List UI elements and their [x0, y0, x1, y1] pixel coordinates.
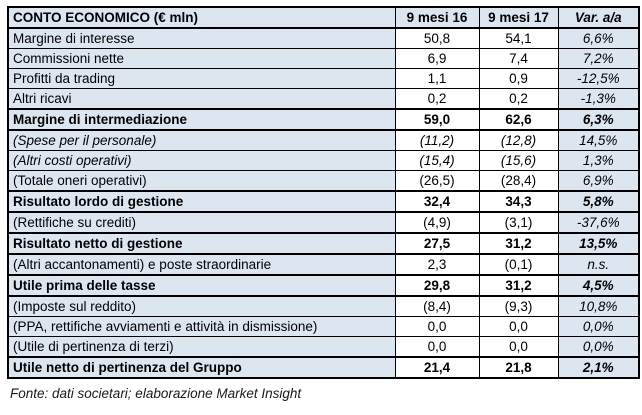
value-var: 6,9% — [557, 170, 640, 192]
table-row: Commissioni nette 6,9 7,4 7,2% — [7, 48, 640, 69]
value-9mesi16: 29,8 — [394, 274, 480, 297]
value-9mesi16: (15,4) — [394, 150, 480, 171]
value-9mesi16: 59,0 — [394, 108, 480, 131]
value-9mesi17: (12,8) — [478, 129, 559, 151]
row-label: (Altri costi operativi) — [7, 150, 396, 171]
value-var: 0,0% — [557, 316, 640, 337]
value-var: 0,0% — [557, 336, 640, 358]
table-row: Profitti da trading 1,1 0,9 -12,5% — [7, 68, 640, 89]
value-var: 13,5% — [557, 232, 640, 255]
value-9mesi17: 31,2 — [478, 232, 559, 255]
value-9mesi16: 21,4 — [394, 356, 480, 379]
table-row: (Utile di pertinenza di terzi) 0,0 0,0 0… — [7, 336, 640, 358]
table-row-subtotal: Margine di intermediazione 59,0 62,6 6,3… — [7, 108, 640, 131]
table-row: (Spese per il personale) (11,2) (12,8) 1… — [7, 129, 640, 151]
table-row: (Altri accantonamenti) e poste straordin… — [7, 253, 640, 276]
table-row: (PPA, rettifiche avviamenti e attività i… — [7, 316, 640, 337]
value-var: 6,6% — [557, 27, 640, 49]
income-statement-table: CONTO ECONOMICO (€ mln) 9 mesi 16 9 mesi… — [7, 6, 640, 379]
value-9mesi16: 1,1 — [394, 68, 480, 89]
value-9mesi17: 21,8 — [478, 356, 559, 379]
value-var: -12,5% — [557, 68, 640, 89]
value-9mesi17: 0,0 — [478, 336, 559, 358]
value-9mesi17: (9,3) — [478, 295, 559, 317]
table-header-row: CONTO ECONOMICO (€ mln) 9 mesi 16 9 mesi… — [7, 6, 640, 29]
value-9mesi17: (28,4) — [478, 170, 559, 192]
value-9mesi16: (26,5) — [394, 170, 480, 192]
value-var: 1,3% — [557, 150, 640, 171]
row-label: (Imposte sul reddito) — [7, 295, 396, 317]
value-9mesi17: 0,9 — [478, 68, 559, 89]
row-label: (Spese per il personale) — [7, 129, 396, 151]
value-var: n.s. — [557, 253, 640, 276]
value-var: -37,6% — [557, 211, 640, 234]
row-label: Margine di interesse — [7, 27, 396, 49]
table-row: (Imposte sul reddito) (8,4) (9,3) 10,8% — [7, 295, 640, 317]
value-9mesi17: (3,1) — [478, 211, 559, 234]
value-9mesi17: (0,1) — [478, 253, 559, 276]
table-row: (Altri costi operativi) (15,4) (15,6) 1,… — [7, 150, 640, 171]
row-label: Risultato lordo di gestione — [7, 190, 396, 213]
table-row-total: Utile netto di pertinenza del Gruppo 21,… — [7, 356, 640, 379]
value-var: 10,8% — [557, 295, 640, 317]
row-label: (Utile di pertinenza di terzi) — [7, 336, 396, 358]
value-9mesi16: (4,9) — [394, 211, 480, 234]
row-label: Risultato netto di gestione — [7, 232, 396, 255]
row-label: (Altri accantonamenti) e poste straordin… — [7, 253, 396, 276]
row-label: (Rettifiche su crediti) — [7, 211, 396, 234]
table-row: Margine di interesse 50,8 54,1 6,6% — [7, 27, 640, 49]
value-9mesi17: 0,2 — [478, 88, 559, 110]
row-label: (PPA, rettifiche avviamenti e attività i… — [7, 316, 396, 337]
row-label: Utile netto di pertinenza del Gruppo — [7, 356, 396, 379]
value-9mesi16: 27,5 — [394, 232, 480, 255]
value-9mesi16: 2,3 — [394, 253, 480, 276]
value-9mesi16: 0,0 — [394, 316, 480, 337]
value-9mesi17: 7,4 — [478, 48, 559, 69]
value-9mesi16: (11,2) — [394, 129, 480, 151]
row-label: Utile prima delle tasse — [7, 274, 396, 297]
value-9mesi17: 62,6 — [478, 108, 559, 131]
value-9mesi17: 31,2 — [478, 274, 559, 297]
row-label: Profitti da trading — [7, 68, 396, 89]
value-var: 7,2% — [557, 48, 640, 69]
row-label: Altri ricavi — [7, 88, 396, 110]
row-label: Margine di intermediazione — [7, 108, 396, 131]
value-9mesi16: 6,9 — [394, 48, 480, 69]
value-9mesi16: 50,8 — [394, 27, 480, 49]
value-9mesi16: (8,4) — [394, 295, 480, 317]
value-9mesi17: 34,3 — [478, 190, 559, 213]
value-9mesi17: 0,0 — [478, 316, 559, 337]
table-row: (Totale oneri operativi) (26,5) (28,4) 6… — [7, 170, 640, 192]
row-label: (Totale oneri operativi) — [7, 170, 396, 192]
value-var: -1,3% — [557, 88, 640, 110]
table-row-subtotal: Risultato lordo di gestione 32,4 34,3 5,… — [7, 190, 640, 213]
table-row: (Rettifiche su crediti) (4,9) (3,1) -37,… — [7, 211, 640, 234]
value-9mesi17: 54,1 — [478, 27, 559, 49]
table-row-subtotal: Risultato netto di gestione 27,5 31,2 13… — [7, 232, 640, 255]
row-label: Commissioni nette — [7, 48, 396, 69]
table-row-subtotal: Utile prima delle tasse 29,8 31,2 4,5% — [7, 274, 640, 297]
column-header-9mesi17: 9 mesi 17 — [478, 6, 559, 29]
page: CONTO ECONOMICO (€ mln) 9 mesi 16 9 mesi… — [7, 6, 640, 401]
value-var: 5,8% — [557, 190, 640, 213]
value-9mesi16: 0,2 — [394, 88, 480, 110]
source-note: Fonte: dati societari; elaborazione Mark… — [10, 386, 302, 401]
value-var: 6,3% — [557, 108, 640, 131]
value-9mesi17: (15,6) — [478, 150, 559, 171]
column-header-9mesi16: 9 mesi 16 — [394, 6, 480, 29]
table-row: Altri ricavi 0,2 0,2 -1,3% — [7, 88, 640, 110]
value-var: 14,5% — [557, 129, 640, 151]
value-9mesi16: 32,4 — [394, 190, 480, 213]
value-var: 2,1% — [557, 356, 640, 379]
value-var: 4,5% — [557, 274, 640, 297]
table-title: CONTO ECONOMICO (€ mln) — [7, 6, 396, 29]
value-9mesi16: 0,0 — [394, 336, 480, 358]
column-header-var: Var. a/a — [557, 6, 640, 29]
